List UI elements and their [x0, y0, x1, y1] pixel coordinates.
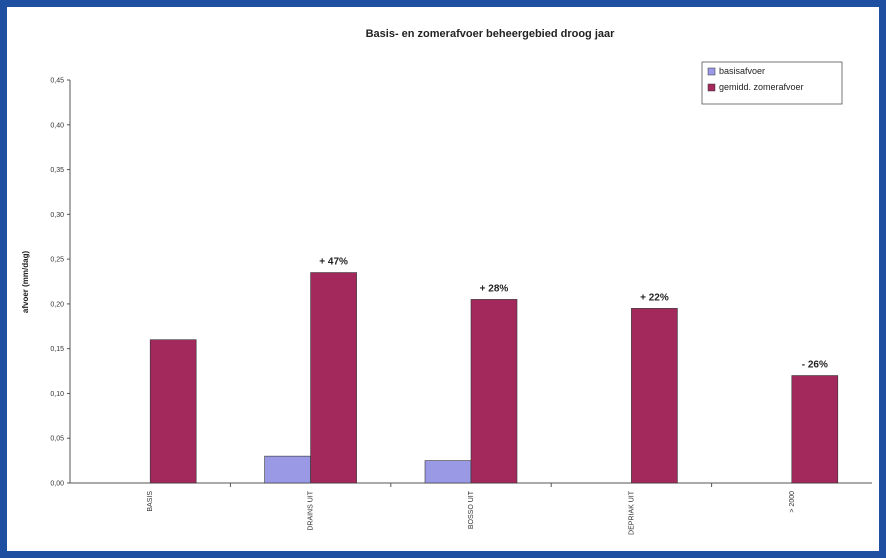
legend-swatch [707, 83, 716, 92]
legend-box [701, 61, 843, 105]
x-tick-label: BOSSO UIT [468, 490, 475, 529]
data-labels: + 47% + 28% + 22% - 26% [319, 257, 828, 371]
y-axis-label: afvoer (mm/dag) [21, 251, 30, 314]
y-tick-label: 0,25 [50, 257, 64, 264]
data-label: + 22% [640, 292, 669, 303]
bar-zomerafvoer [310, 272, 357, 484]
legend-label: basisafvoer [719, 66, 765, 76]
bar-basisafvoer [264, 455, 311, 484]
legend-label: gemidd. zomerafvoer [719, 82, 804, 92]
y-tick-label: 0,40 [50, 122, 64, 129]
legend: basisafvoer gemidd. zomerafvoer [701, 61, 843, 105]
data-label: - 26% [802, 360, 828, 371]
x-tick-label: BASIS [147, 491, 154, 512]
y-tick-label: 0,35 [50, 167, 64, 174]
y-tick-label: 0,45 [50, 78, 64, 85]
chart-title: Basis- en zomerafvoer beheergebied droog… [366, 28, 616, 40]
data-label: + 28% [480, 283, 509, 294]
x-tick-label: DRAINS UIT [308, 490, 315, 530]
y-tick-label: 0,30 [50, 212, 64, 219]
bar-zomerafvoer [631, 308, 678, 484]
y-tick-label: 0,20 [50, 301, 64, 308]
x-tick-label: > 2000 [789, 491, 796, 513]
data-label: + 47% [319, 257, 348, 268]
y-tick-label: 0,10 [50, 391, 64, 398]
bar-zomerafvoer [470, 299, 518, 484]
x-tick-label: DEPRIAK UIT [628, 490, 635, 535]
bar-zomerafvoer [149, 339, 197, 484]
y-tick-label: 0,00 [50, 481, 64, 488]
legend-swatch [707, 67, 716, 76]
bar-zomerafvoer [791, 375, 839, 484]
bar-basisafvoer [424, 460, 472, 484]
bars [149, 272, 839, 484]
y-tick-label: 0,15 [50, 346, 64, 353]
y-tick-label: 0,05 [50, 436, 64, 443]
axes: 0,00 0,05 0,10 0,15 0,20 0,25 0,30 0,35 0,40 0,45… [50, 78, 872, 535]
